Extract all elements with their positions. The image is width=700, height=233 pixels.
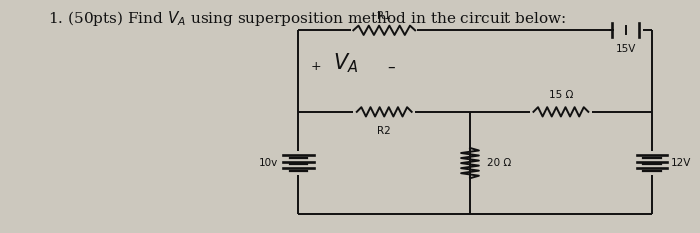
Text: 15 Ω: 15 Ω	[549, 90, 573, 100]
Text: 1. (50pts) Find $V_A$ using superposition method in the circuit below:: 1. (50pts) Find $V_A$ using superpositio…	[48, 9, 566, 28]
Text: R2: R2	[377, 126, 391, 136]
Text: 20 Ω: 20 Ω	[487, 158, 512, 168]
Text: 10v: 10v	[258, 158, 278, 168]
Text: R1: R1	[377, 11, 391, 21]
Text: 15V: 15V	[615, 44, 636, 54]
Text: –: –	[387, 60, 395, 75]
Text: $V_A$: $V_A$	[332, 51, 358, 75]
Text: +: +	[310, 60, 321, 73]
Text: 12V: 12V	[671, 158, 692, 168]
